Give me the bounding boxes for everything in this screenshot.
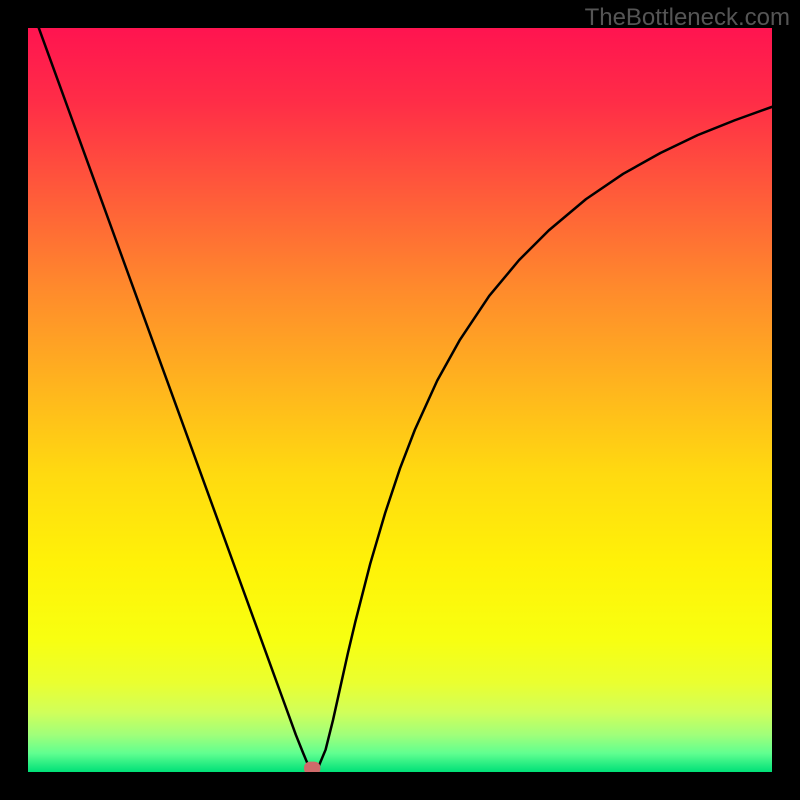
gradient-background [28,28,772,772]
chart-frame: TheBottleneck.com [0,0,800,800]
watermark-text: TheBottleneck.com [585,4,790,32]
bottleneck-curve-chart [0,0,800,800]
